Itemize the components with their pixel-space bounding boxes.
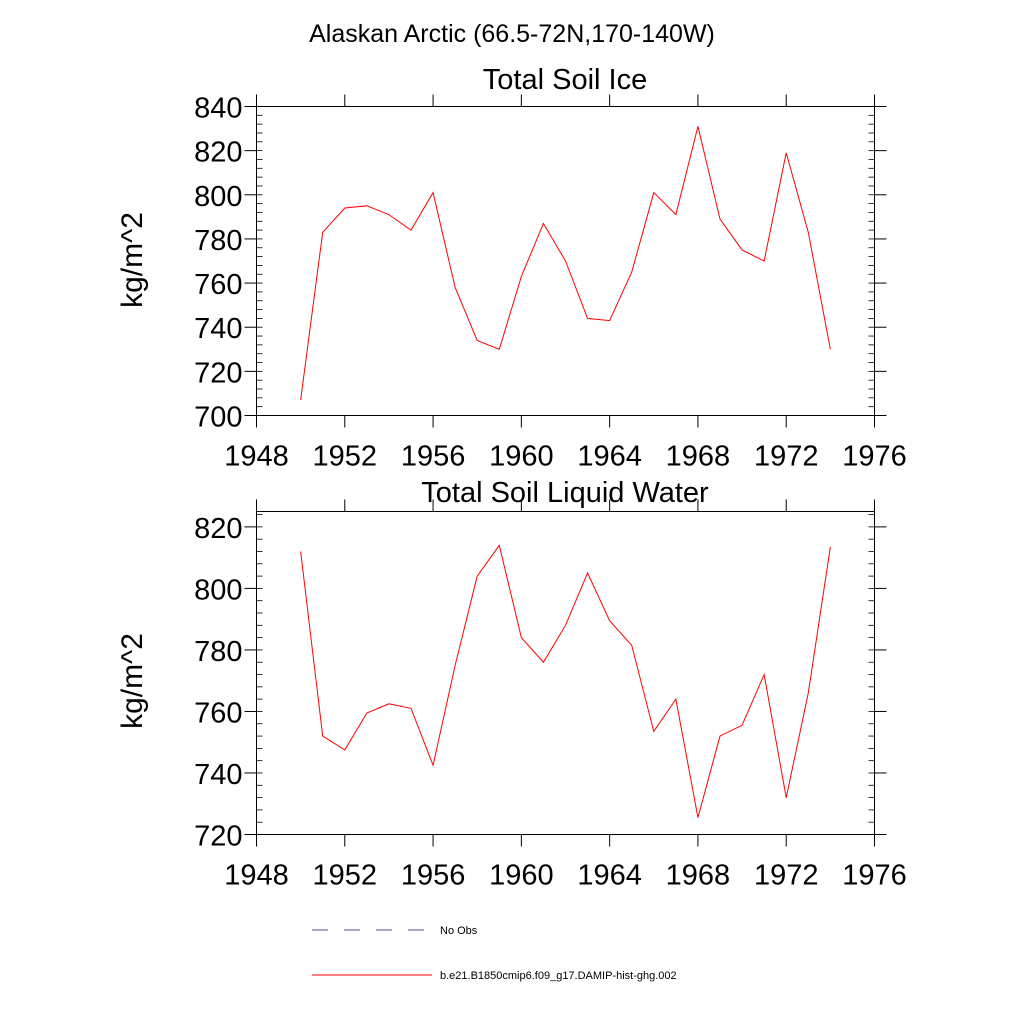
x-tick-label: 1968 (666, 860, 731, 892)
legend-label-no-obs: No Obs (440, 925, 478, 937)
x-tick-label: 1956 (401, 860, 466, 892)
panel-soil-ice: Total Soil Ice kg/m^2 1948 1952 1956 1960 19… (116, 64, 907, 473)
y-tick-label: 740 (194, 313, 242, 345)
axis-tick-labels: 1948 1952 1956 1960 1964 1968 1972 1976 700 720 74… (194, 93, 907, 473)
axis-ticks (244, 499, 887, 847)
y-tick-label: 780 (194, 636, 242, 668)
y-tick-label: 760 (194, 697, 242, 729)
figure-suptitle: Alaskan Arctic (66.5-72N,170-140W) (309, 20, 715, 48)
x-tick-label: 1976 (842, 441, 907, 473)
series-group (300, 126, 831, 401)
panel-title: Total Soil Ice (483, 64, 647, 96)
x-tick-label: 1956 (401, 441, 466, 473)
x-tick-label: 1952 (313, 441, 378, 473)
y-tick-label: 700 (194, 402, 242, 434)
x-tick-label: 1960 (489, 441, 554, 473)
y-axis-label: kg/m^2 (116, 212, 149, 308)
y-tick-label: 820 (194, 137, 242, 169)
x-tick-label: 1960 (489, 860, 554, 892)
axis-tick-labels: 1948 1952 1956 1960 1964 1968 1972 1976 720 740 76… (194, 513, 907, 892)
x-tick-label: 1948 (224, 441, 289, 473)
x-tick-label: 1972 (754, 860, 819, 892)
y-tick-label: 720 (194, 357, 242, 389)
y-tick-label: 720 (194, 821, 242, 853)
axis-ticks (244, 94, 887, 428)
y-tick-label: 760 (194, 269, 242, 301)
legend: No Obs b.e21.B1850cmip6.f09_g17.DAMIP-hi… (312, 925, 677, 982)
plot-frame (256, 106, 875, 416)
y-tick-label: 840 (194, 93, 242, 125)
x-tick-label: 1964 (577, 441, 642, 473)
series-line-model (300, 126, 831, 401)
y-tick-label: 800 (194, 181, 242, 213)
y-tick-label: 740 (194, 759, 242, 791)
x-tick-label: 1952 (313, 860, 378, 892)
x-tick-label: 1964 (577, 860, 642, 892)
plot-frame (256, 511, 875, 835)
y-axis-label: kg/m^2 (116, 633, 149, 729)
series-line-model (300, 544, 831, 818)
legend-label-model: b.e21.B1850cmip6.f09_g17.DAMIP-hist-ghg.… (440, 970, 677, 982)
y-tick-label: 820 (194, 513, 242, 545)
x-tick-label: 1968 (666, 441, 731, 473)
y-tick-label: 780 (194, 225, 242, 257)
x-tick-label: 1972 (754, 441, 819, 473)
panel-soil-liquid-water: Total Soil Liquid Water kg/m^2 1948 1952 1… (116, 477, 907, 892)
x-tick-label: 1976 (842, 860, 907, 892)
series-group (300, 544, 831, 818)
x-tick-label: 1948 (224, 860, 289, 892)
y-tick-label: 800 (194, 574, 242, 606)
panel-title: Total Soil Liquid Water (421, 477, 709, 509)
